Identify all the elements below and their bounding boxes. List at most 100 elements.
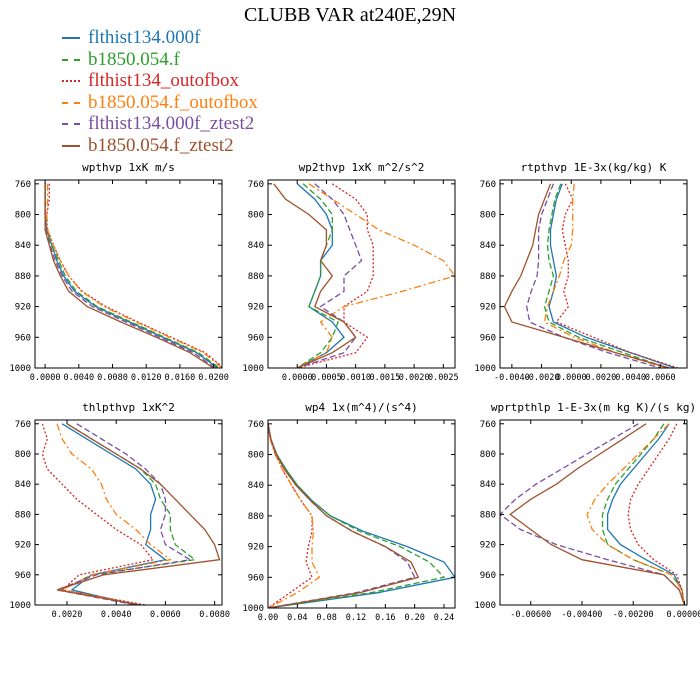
xtick-label-0-2: 0.0080 (97, 373, 128, 383)
ytick-label-0-5: 960 (15, 333, 31, 343)
series-line-0-0 (44, 183, 219, 368)
ytick-label-2-5: 960 (480, 333, 496, 343)
xtick-label-4-3: 0.12 (346, 613, 366, 623)
ytick-label-2-0: 760 (480, 180, 496, 190)
series-line-3-1 (60, 423, 197, 605)
xtick-label-3-0: 0.0020 (52, 610, 83, 620)
series-line-0-1 (44, 183, 220, 368)
series-line-2-2 (555, 183, 679, 368)
xtick-label-5-2: -0.00200 (613, 610, 654, 620)
ytick-label-2-3: 880 (480, 272, 496, 282)
panel-title-3: thlpthvp 1xK^2 (82, 401, 175, 414)
series-line-0-2 (46, 183, 222, 368)
ytick-label-4-3: 880 (248, 512, 264, 522)
legend-label-5: b1850.054.f_ztest2 (88, 134, 234, 156)
figure-title: CLUBB VAR at240E,29N (243, 4, 457, 26)
ytick-label-0-2: 840 (15, 241, 31, 251)
series-line-1-5 (273, 183, 357, 368)
panel-0: wpthvp 1xK m/s76080084088092096010000.00… (9, 161, 229, 383)
ytick-label-0-0: 760 (15, 180, 31, 190)
legend-label-4: flthist134.000f_ztest2 (88, 113, 255, 134)
ytick-label-4-5: 960 (248, 573, 264, 583)
legend-label-0: flthist134.000f (88, 27, 201, 48)
ytick-label-3-0: 760 (15, 420, 31, 430)
ytick-label-3-6: 1000 (9, 601, 31, 611)
ytick-label-2-1: 800 (480, 211, 496, 221)
ytick-label-5-6: 1000 (474, 601, 496, 611)
panel-4: wp4 1x(m^4)/(s^4) 760 800 840 880 920 960 1000 0… (242, 401, 456, 623)
legend-swatch-0 (62, 37, 80, 39)
xtick-label-2-0: -0.0040 (494, 373, 530, 383)
series-line-3-0 (61, 423, 167, 605)
legend-label-2: flthist134_outofbox (88, 70, 239, 91)
series-line-0-3 (46, 183, 222, 368)
panel-frame-1 (267, 179, 456, 369)
panel-title-4: wp4 1x(m^4)/(s^4) (305, 401, 418, 414)
panel-frame-4 (267, 419, 456, 609)
ytick-label-3-4: 920 (15, 541, 31, 551)
legend-label-1: b1850.054.f (88, 48, 180, 70)
xtick-label-0-4: 0.0160 (165, 373, 196, 383)
ytick-label-5-1: 800 (480, 450, 496, 460)
legend-label-3: b1850.054.f_outofbox (88, 91, 258, 113)
panel-frame-3 (34, 419, 223, 606)
xtick-label-2-2: 0.0000 (556, 373, 587, 383)
series-line-2-0 (548, 183, 676, 368)
panel-title-2: rtpthvp 1E-3x(kg/kg) K (521, 161, 667, 174)
xtick-label-3-3: 0.0080 (199, 610, 230, 620)
ytick-label-1-3: 880 (248, 272, 264, 282)
series-line-0-5 (44, 183, 214, 368)
series-line-5-0 (606, 423, 686, 605)
xtick-label-4-6: 0.24 (434, 613, 454, 623)
panel-frame-5 (499, 419, 688, 606)
series-line-3-4 (54, 423, 192, 605)
series-line-1-3 (296, 183, 455, 368)
legend-swatch-2 (62, 80, 80, 82)
ytick-label-4-6: 1000 (242, 604, 264, 614)
ytick-label-4-1: 800 (248, 451, 264, 461)
xtick-label-0-1: 0.0040 (63, 373, 94, 383)
ytick-label-3-1: 800 (15, 450, 31, 460)
ytick-label-5-5: 960 (480, 571, 496, 581)
xtick-label-1-1: 0.0005 (311, 373, 342, 383)
ytick-label-0-4: 920 (15, 303, 31, 313)
series-line-4-1 (268, 423, 446, 608)
panel-5: wprtpthlp 1-E-3x(m kg K)/(s kg) 760 800 840… (474, 401, 700, 620)
xtick-label-3-1: 0.0040 (101, 610, 132, 620)
xtick-label-1-0: 0.0000 (282, 373, 313, 383)
ytick-label-5-3: 880 (480, 510, 496, 520)
ytick-label-1-0: 760 (248, 180, 264, 190)
xtick-label-4-5: 0.20 (404, 613, 424, 623)
xtick-label-1-3: 0.0015 (370, 373, 401, 383)
series-line-4-4 (268, 423, 416, 608)
ytick-label-4-0: 760 (248, 420, 264, 430)
series-line-0-4 (44, 183, 216, 368)
xtick-label-4-4: 0.16 (375, 613, 395, 623)
series-line-3-2 (41, 423, 155, 605)
ytick-label-1-6: 1000 (242, 364, 264, 374)
series-line-3-3 (56, 423, 172, 605)
series-line-5-5 (509, 423, 686, 605)
series-line-2-3 (543, 183, 667, 368)
ytick-label-2-4: 920 (480, 303, 496, 313)
panel-title-5: wprtpthlp 1-E-3x(m kg K)/(s kg) (491, 401, 696, 414)
ytick-label-4-4: 920 (248, 543, 264, 553)
ytick-label-1-4: 920 (248, 303, 264, 313)
legend-swatch-3 (62, 101, 80, 104)
xtick-label-2-3: 0.0020 (586, 373, 617, 383)
ytick-label-3-5: 960 (15, 571, 31, 581)
xtick-label-3-2: 0.0060 (150, 610, 181, 620)
panel-title-1: wp2thvp 1xK m^2/s^2 (299, 161, 425, 174)
ytick-label-5-0: 760 (480, 420, 496, 430)
ytick-label-1-2: 840 (248, 241, 264, 251)
ytick-label-0-3: 880 (15, 272, 31, 282)
ytick-label-4-2: 840 (248, 481, 264, 491)
series-line-4-3 (268, 423, 321, 608)
ytick-label-0-6: 1000 (9, 364, 31, 374)
legend-swatch-1 (62, 58, 80, 61)
series-line-5-3 (586, 423, 686, 605)
series-line-2-1 (543, 183, 668, 368)
ytick-label-1-1: 800 (248, 211, 264, 221)
xtick-label-2-5: 0.0060 (645, 373, 676, 383)
xtick-label-5-0: -0.00600 (510, 610, 551, 620)
